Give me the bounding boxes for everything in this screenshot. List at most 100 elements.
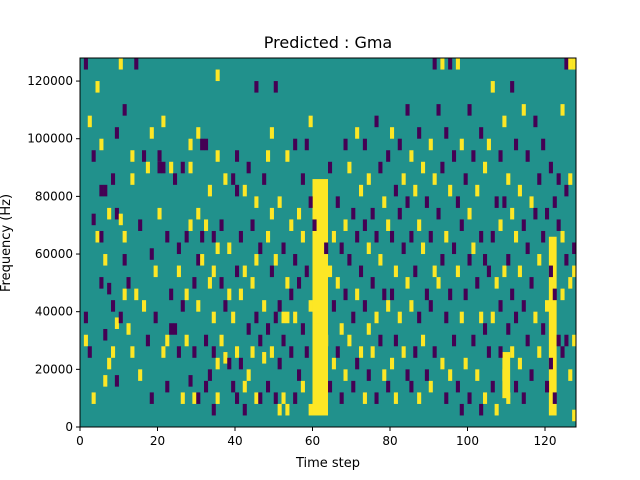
heatmap-cell: [362, 138, 367, 151]
heatmap-cell: [568, 277, 573, 289]
heatmap-cell: [490, 311, 495, 324]
heatmap-cell: [541, 138, 546, 151]
x-tick-label: 20: [150, 434, 165, 448]
heatmap-cell: [405, 369, 410, 381]
heatmap-cell: [455, 196, 460, 208]
heatmap-cell: [455, 265, 460, 278]
heatmap-cell: [529, 196, 534, 208]
plot-frame: [79, 57, 577, 428]
heatmap-cell: [409, 150, 414, 162]
heatmap-cell: [157, 161, 162, 174]
heatmap-cell: [506, 173, 511, 185]
heatmap-cell: [297, 369, 302, 381]
heatmap-cell: [436, 207, 441, 220]
heatmap-cell: [308, 300, 313, 312]
heatmap-cell: [149, 248, 154, 260]
heatmap-cell: [475, 184, 480, 197]
heatmap-cell: [126, 323, 131, 335]
heatmap-cell: [564, 334, 569, 347]
heatmap-cell: [479, 127, 484, 139]
heatmap-cell: [483, 254, 488, 266]
heatmap-cell: [401, 173, 406, 185]
heatmap-cell: [452, 150, 457, 162]
heatmap-cell: [397, 138, 402, 151]
heatmap-cell: [184, 334, 189, 347]
heatmap-cell: [277, 196, 282, 208]
heatmap-cell: [153, 265, 158, 278]
heatmap-cell: [366, 323, 371, 335]
heatmap-cell: [355, 127, 360, 139]
heatmap-cell: [525, 242, 530, 255]
heatmap-cell: [572, 242, 577, 255]
heatmap-cell: [374, 115, 379, 128]
y-tick-label: 100000: [27, 132, 73, 146]
heatmap-cell: [196, 127, 201, 139]
heatmap-cell: [351, 311, 356, 324]
heatmap-cell: [362, 392, 367, 404]
heatmap-cell: [424, 369, 429, 381]
heatmap-cell: [269, 127, 274, 139]
heatmap-cell: [219, 277, 224, 289]
heatmap-cell: [498, 150, 503, 162]
heatmap-cell: [506, 254, 511, 266]
chart-title: Predicted : Gma: [264, 33, 392, 52]
heatmap-cell: [200, 230, 205, 243]
heatmap-cell: [428, 380, 433, 393]
heatmap-cell: [347, 161, 352, 174]
heatmap-cell: [452, 242, 457, 255]
heatmap-cell: [235, 150, 240, 162]
heatmap-cell: [572, 58, 577, 70]
heatmap-cell: [463, 288, 468, 301]
heatmap-cell: [417, 219, 422, 231]
heatmap-cell: [401, 346, 406, 358]
heatmap-cell: [192, 346, 197, 358]
heatmap-cell: [533, 311, 538, 324]
heatmap-cell: [176, 346, 181, 358]
heatmap-cell: [560, 288, 565, 301]
heatmap-cell: [413, 346, 418, 358]
heatmap-cell: [386, 150, 391, 162]
heatmap-cell: [169, 161, 174, 174]
heatmap-cell: [207, 277, 212, 289]
y-tick-label: 0: [65, 420, 73, 434]
heatmap-cell: [525, 150, 530, 162]
heatmap-cell: [316, 311, 321, 324]
heatmap-cell: [300, 173, 305, 185]
x-tick-label: 0: [76, 434, 84, 448]
heatmap-cell: [432, 58, 437, 70]
heatmap-cell: [83, 58, 88, 70]
heatmap-cell: [235, 265, 240, 278]
heatmap-cell: [293, 311, 298, 324]
heatmap-cell: [207, 369, 212, 381]
heatmap-cell: [393, 392, 398, 404]
heatmap-cell: [312, 323, 317, 335]
heatmap-cell: [173, 173, 178, 185]
heatmap-cell: [467, 207, 472, 220]
heatmap-cell: [378, 254, 383, 266]
heatmap-cell: [370, 277, 375, 289]
heatmap-cell: [506, 392, 511, 404]
heatmap-cell: [378, 161, 383, 174]
heatmap-cell: [351, 380, 356, 393]
heatmap-cell: [196, 207, 201, 220]
heatmap-cell: [490, 380, 495, 393]
heatmap-cell: [378, 334, 383, 347]
heatmap-cell: [382, 288, 387, 301]
heatmap-cell: [285, 150, 290, 162]
heatmap-cell: [432, 265, 437, 278]
heatmap-cell: [413, 184, 418, 197]
heatmap-cell: [335, 346, 340, 358]
heatmap-cell: [184, 288, 189, 301]
heatmap-cell: [564, 254, 569, 266]
heatmap-cell: [173, 323, 178, 335]
heatmap-cell: [355, 230, 360, 243]
heatmap-cell: [157, 150, 162, 162]
x-axis: 0 20 40 60 80 100 120: [76, 427, 556, 448]
heatmap-cell: [498, 346, 503, 358]
heatmap-cell: [339, 323, 344, 335]
heatmap-cell: [486, 265, 491, 278]
heatmap-cell: [99, 138, 104, 151]
heatmap-cell: [192, 392, 197, 404]
x-tick-label: 120: [534, 434, 557, 448]
heatmap-cell: [246, 369, 251, 381]
